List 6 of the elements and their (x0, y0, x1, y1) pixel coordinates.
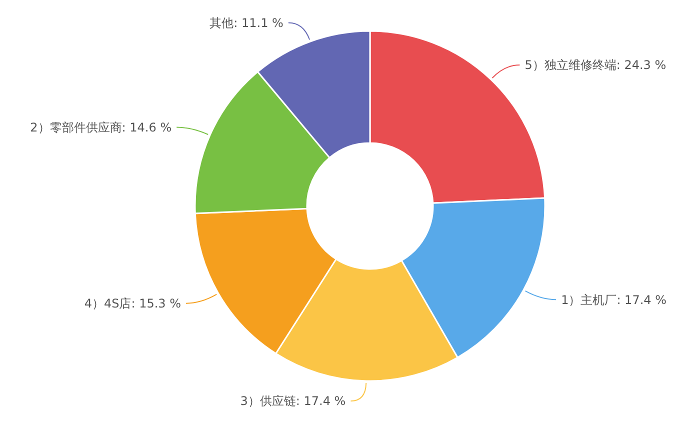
slice-label: 其他: 11.1 % (210, 16, 284, 30)
slice-label: 5）独立维修终端: 24.3 % (524, 58, 666, 72)
slice-label: 1）主机厂: 17.4 % (561, 292, 667, 307)
slice-label: 2）零部件供应商: 14.6 % (30, 120, 172, 134)
slice-label: 4）4S店: 15.3 % (84, 296, 182, 311)
slice-label: 3）供应链: 17.4 % (240, 394, 346, 408)
